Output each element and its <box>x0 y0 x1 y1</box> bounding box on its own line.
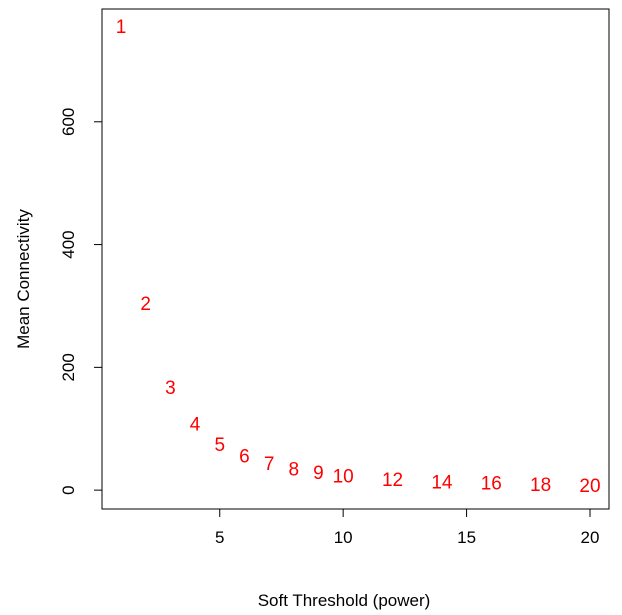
data-point-label: 4 <box>190 415 201 436</box>
y-tick-label: 200 <box>59 353 78 381</box>
x-axis-label: Soft Threshold (power) <box>258 591 431 610</box>
y-axis: 0 200 400 600 <box>59 108 103 495</box>
data-point-label: 3 <box>165 378 176 399</box>
data-point-label: 1 <box>116 17 127 38</box>
y-tick-label: 0 <box>59 485 78 494</box>
data-point-label: 8 <box>289 460 300 481</box>
data-point-label: 12 <box>382 470 403 491</box>
x-tick-label: 10 <box>334 528 353 547</box>
x-tick-label: 20 <box>581 528 600 547</box>
data-point-label: 7 <box>264 454 275 475</box>
y-axis-label: Mean Connectivity <box>14 209 33 349</box>
x-tick-label: 15 <box>457 528 476 547</box>
data-point-label: 5 <box>214 435 225 456</box>
plot-frame <box>101 8 610 510</box>
data-point-label: 10 <box>333 466 354 487</box>
data-point-label: 2 <box>140 294 151 315</box>
x-tick-label: 5 <box>215 528 224 547</box>
data-point-label: 9 <box>313 463 324 484</box>
data-point-label: 6 <box>239 447 250 468</box>
y-tick-label: 400 <box>59 230 78 258</box>
x-axis: 5 10 15 20 <box>215 508 600 547</box>
data-point-label: 14 <box>431 472 453 493</box>
data-point-label: 20 <box>579 476 600 497</box>
y-tick-label: 600 <box>59 108 78 136</box>
data-point-label: 18 <box>530 475 551 496</box>
data-point-label: 16 <box>481 474 502 495</box>
